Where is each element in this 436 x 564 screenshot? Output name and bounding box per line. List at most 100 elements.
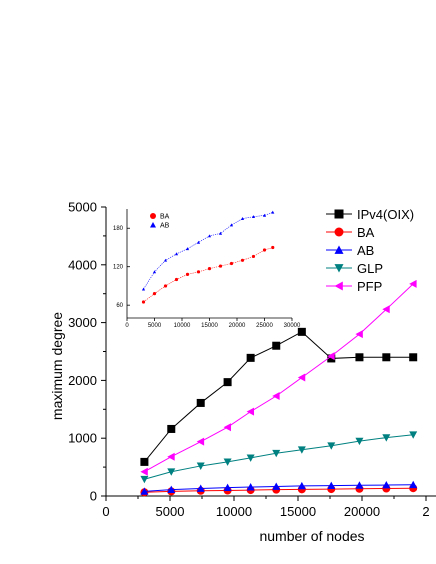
legend: IPv4(OIX) BA AB GLP PFP <box>326 207 414 294</box>
legend-item-glp: GLP <box>326 261 383 276</box>
data-point <box>327 352 335 361</box>
data-point <box>223 483 232 492</box>
inset-data-point <box>141 300 146 304</box>
data-point <box>327 442 336 450</box>
inset-data-point <box>218 231 223 235</box>
legend-marker <box>334 245 344 254</box>
data-point <box>297 481 306 490</box>
inset-data-point <box>229 261 234 266</box>
legend-marker <box>334 281 343 291</box>
inset-data-point <box>271 245 275 250</box>
x-tick-label: 10000 <box>216 504 252 519</box>
series-line-pfp <box>144 283 414 473</box>
data-point <box>297 446 306 454</box>
data-point <box>355 353 364 362</box>
inset-legend-label: BA <box>160 214 170 221</box>
data-point <box>196 484 205 492</box>
inset-plot: 60 120 180 0 5000 10000 15000 20000 25000 30000 BA… <box>113 209 301 329</box>
inset-data-point <box>240 217 245 220</box>
inset-x-tick-label: 25000 <box>256 323 273 329</box>
data-point <box>355 330 363 339</box>
inset-series-ab <box>141 210 275 291</box>
data-point <box>223 458 232 466</box>
data-point <box>272 482 281 490</box>
inset-data-point <box>185 247 190 251</box>
inset-data-point <box>207 267 212 271</box>
inset-legend-marker <box>150 213 156 219</box>
data-point <box>140 475 149 484</box>
data-point <box>167 452 175 461</box>
data-point <box>409 480 418 489</box>
data-point <box>140 487 149 495</box>
inset-data-point <box>174 277 179 282</box>
data-point <box>140 467 148 476</box>
data-point <box>223 378 232 387</box>
inset-legend-item-ba: BA <box>150 213 170 221</box>
inset-data-point <box>229 223 234 227</box>
x-tick-label: 5000 <box>156 504 185 519</box>
inset-x-tick-label: 30000 <box>284 323 301 329</box>
inset-legend-label: AB <box>160 223 170 230</box>
legend-item-ipv4-oix: IPv4(OIX) <box>326 207 414 222</box>
inset-data-point <box>196 270 201 274</box>
inset-legend-item-ab: AB <box>150 222 170 230</box>
legend-item-ab: AB <box>326 243 374 258</box>
y-tick-label: 5000 <box>68 200 97 215</box>
data-point <box>355 481 364 489</box>
inset-data-point <box>152 270 157 274</box>
legend-marker <box>334 209 344 219</box>
data-point <box>167 468 176 476</box>
data-point <box>327 354 336 363</box>
inset-data-point <box>163 258 168 262</box>
legend-label: PFP <box>357 279 382 294</box>
inset-data-point <box>262 213 267 217</box>
inset-y-tick-label: 60 <box>116 303 123 309</box>
data-point <box>246 483 255 491</box>
inset-data-point <box>240 258 245 262</box>
inset-data-point <box>163 284 168 288</box>
inset-legend-marker <box>150 222 156 228</box>
data-point <box>409 353 418 362</box>
legend-label: BA <box>357 225 375 240</box>
data-point <box>272 392 280 401</box>
inset-data-point <box>174 252 179 256</box>
data-point <box>196 437 205 446</box>
x-tick-label: 0 <box>102 504 109 519</box>
legend-marker <box>334 227 344 237</box>
inset-data-point <box>141 287 146 291</box>
data-point <box>246 353 255 362</box>
data-point <box>382 353 391 362</box>
inset-data-point <box>251 254 256 259</box>
data-point <box>382 305 390 314</box>
inset-x-tick-label: 15000 <box>201 323 218 329</box>
y-tick-label: 0 <box>90 489 97 504</box>
legend-item-ba: BA <box>326 225 375 240</box>
inset-y-tick-label: 180 <box>113 226 124 232</box>
data-point <box>272 449 281 458</box>
x-tick-label: 2 <box>422 504 429 519</box>
main-plot: 0 1000 2000 3000 4000 5000 0 5000 10000 15000 2000… <box>49 200 436 544</box>
inset-x-tick-label: 20000 <box>229 323 246 329</box>
legend-marker <box>334 264 344 273</box>
data-point <box>297 373 306 382</box>
inset-y-tick-label: 120 <box>113 265 124 271</box>
data-point <box>409 279 417 288</box>
legend-label: IPv4(OIX) <box>357 207 414 222</box>
data-point <box>223 423 231 432</box>
x-tick-label: 15000 <box>280 504 316 519</box>
x-axis-label: number of nodes <box>259 528 364 544</box>
y-tick-label: 4000 <box>68 257 97 272</box>
y-tick-label: 3000 <box>68 315 97 330</box>
data-point <box>327 481 336 489</box>
series-glp <box>140 431 418 484</box>
data-point <box>167 485 176 494</box>
inset-data-point <box>271 210 275 214</box>
data-point <box>409 431 418 439</box>
data-point <box>355 437 364 446</box>
x-tick-label: 20000 <box>344 504 380 519</box>
data-point <box>246 454 255 462</box>
data-point <box>196 398 205 407</box>
inset-data-point <box>251 215 256 219</box>
data-point <box>297 327 306 336</box>
data-point <box>246 407 255 416</box>
